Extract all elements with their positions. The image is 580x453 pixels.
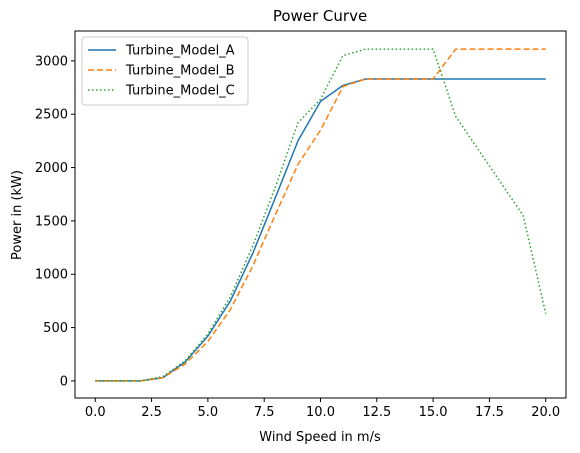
x-tick-label: 10.0 <box>306 405 335 420</box>
y-tick-label: 3000 <box>35 54 68 69</box>
series-layer <box>95 48 547 382</box>
x-tick-label: 2.5 <box>141 405 162 420</box>
x-tick-label: 20.0 <box>531 405 560 420</box>
legend-entry: Turbine_Model_C <box>125 84 235 99</box>
y-tick-label: 2000 <box>35 161 68 176</box>
legend-entry: Turbine_Model_B <box>125 64 235 79</box>
x-tick-label: 12.5 <box>362 405 391 420</box>
x-axis: 0.0 2.5 5.0 7.5 10.0 12.5 15.0 17.5 20.0 <box>85 398 560 420</box>
series-line-turbine-model-c <box>95 48 547 382</box>
legend: Turbine_Model_A Turbine_Model_B Turbine_Mo… <box>81 36 249 106</box>
y-axis: 0 500 1000 1500 2000 2500 3000 <box>35 54 75 389</box>
legend-entry: Turbine_Model_A <box>125 44 235 59</box>
x-tick-label: 5.0 <box>198 405 219 420</box>
x-tick-label: 7.5 <box>254 405 275 420</box>
series-line-turbine-model-b <box>95 48 546 382</box>
x-tick-label: 17.5 <box>475 405 504 420</box>
x-tick-label: 0.0 <box>85 405 106 420</box>
y-tick-label: 500 <box>43 321 68 336</box>
y-tick-label: 0 <box>60 374 68 389</box>
y-tick-label: 1500 <box>35 214 68 229</box>
x-tick-label: 15.0 <box>419 405 448 420</box>
series-line-turbine-model-a <box>95 78 546 382</box>
y-tick-label: 2500 <box>35 108 68 123</box>
y-axis-label: Power in (kW) <box>10 170 25 260</box>
y-tick-label: 1000 <box>35 268 68 283</box>
x-axis-label: Wind Speed in m/s <box>259 430 381 445</box>
legend-box <box>81 36 249 106</box>
chart-title: Power Curve <box>273 7 367 25</box>
